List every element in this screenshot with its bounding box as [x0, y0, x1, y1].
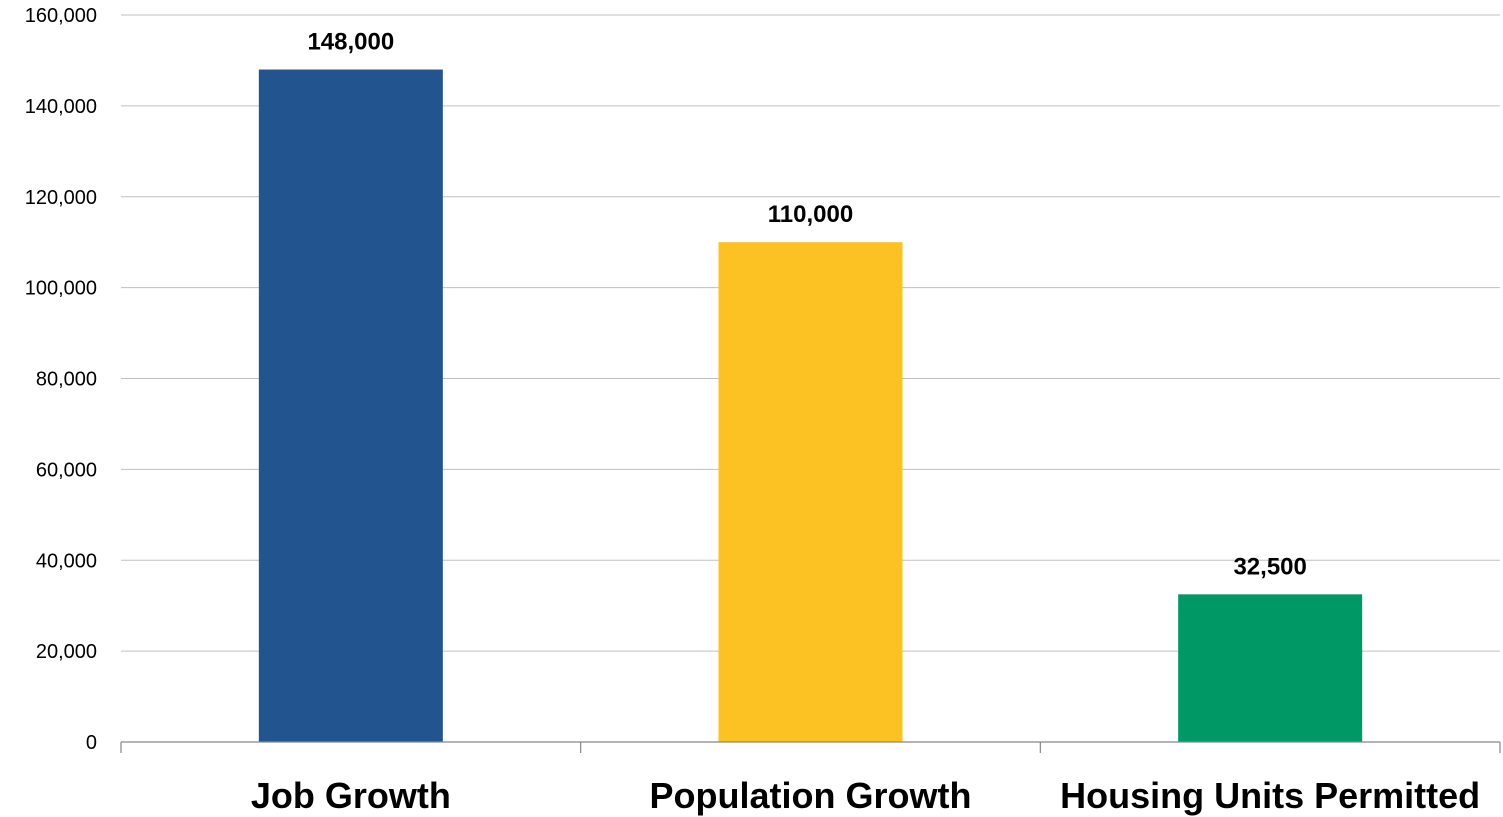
x-axis	[120, 741, 1501, 753]
y-tick-label: 120,000	[25, 187, 97, 209]
bar	[718, 242, 903, 742]
data-label: 110,000	[768, 201, 853, 228]
bar	[1178, 594, 1363, 742]
y-tick-label: 60,000	[36, 459, 97, 481]
y-axis-ticks: 0 20,000 40,000 60,000 80,000 100,000 120,000 1…	[25, 5, 97, 754]
data-label: 148,000	[307, 29, 394, 56]
data-label: 32,500	[1233, 553, 1306, 580]
y-tick-label: 0	[86, 732, 97, 754]
x-axis-tick-labels: Job Growth Population Growth Housing Units…	[251, 775, 1480, 816]
x-tick-label: Job Growth	[251, 775, 451, 816]
bar	[258, 69, 443, 742]
y-tick-label: 40,000	[36, 550, 97, 572]
bars	[258, 69, 1363, 742]
y-tick-label: 140,000	[25, 96, 97, 118]
x-tick-label: Population Growth	[650, 775, 972, 816]
y-tick-label: 100,000	[25, 278, 97, 300]
y-tick-label: 160,000	[25, 5, 97, 27]
data-labels: 148,000 110,000 32,500	[307, 29, 1306, 581]
x-tick-label: Housing Units Permitted	[1060, 775, 1480, 816]
y-tick-label: 20,000	[36, 641, 97, 663]
y-tick-label: 80,000	[36, 369, 97, 391]
